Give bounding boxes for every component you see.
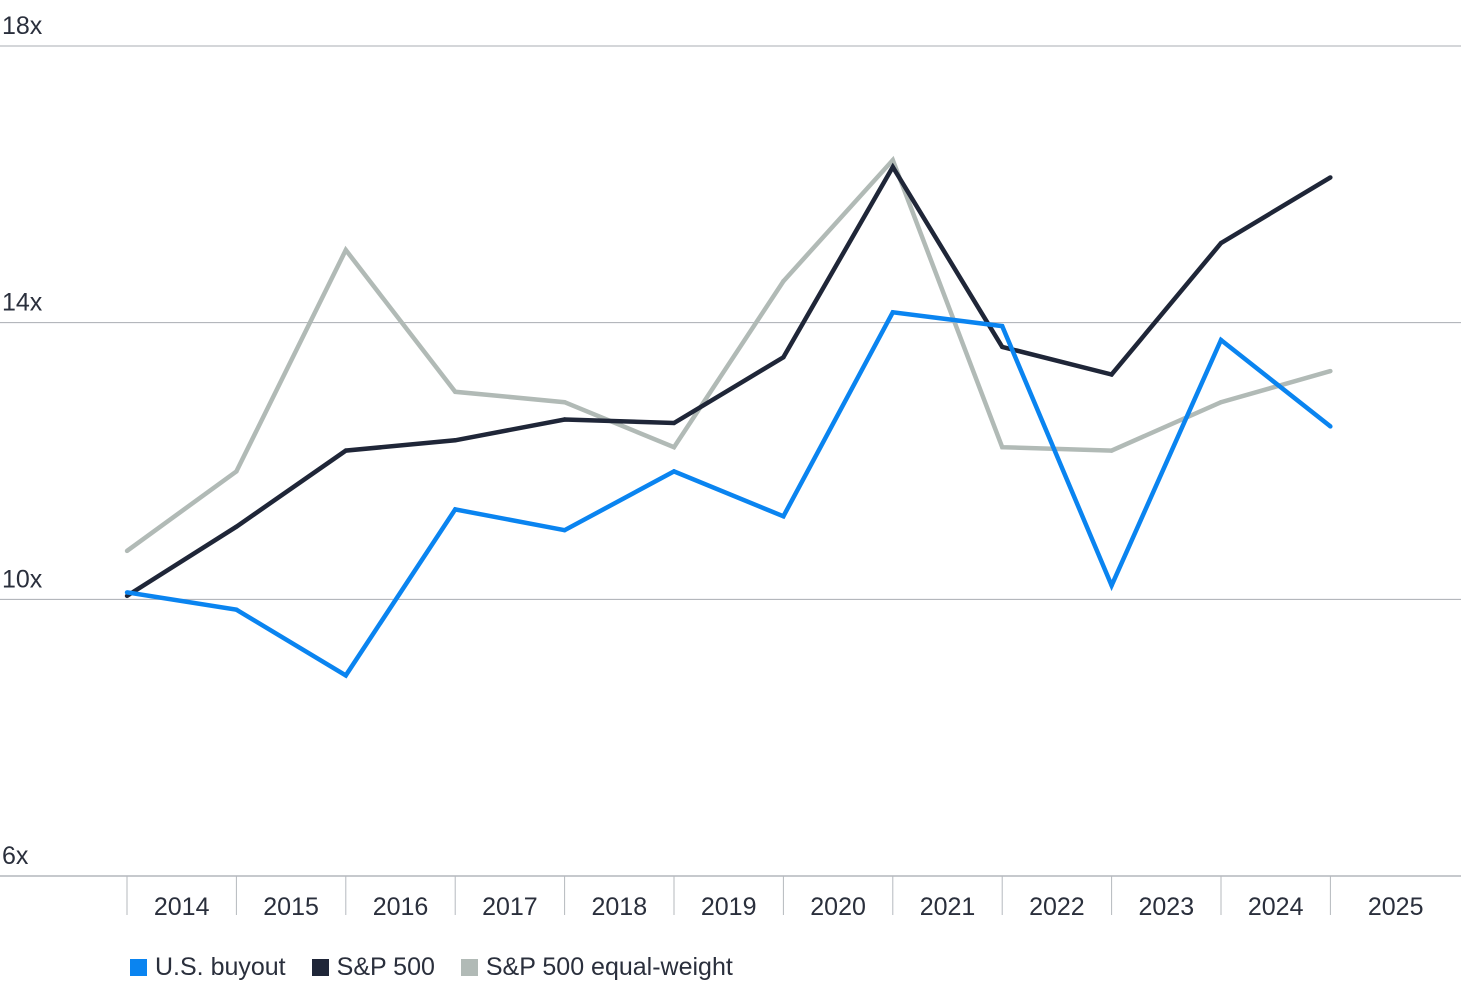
- data-point: [890, 164, 895, 170]
- gridlines: [0, 45, 1461, 877]
- x-tick-label: 2023: [1138, 893, 1194, 921]
- data-point: [453, 438, 458, 443]
- data-point: [1109, 448, 1114, 453]
- x-tick-label: 2018: [591, 893, 647, 921]
- data-point: [890, 157, 895, 163]
- data-point: [562, 527, 567, 533]
- x-tick-label: 2019: [701, 893, 757, 921]
- data-point: [1000, 344, 1005, 350]
- data-point: [1109, 372, 1114, 377]
- series-lines: [124, 155, 1333, 679]
- legend-label: U.S. buyout: [155, 952, 286, 981]
- y-tick-label: 10x: [2, 565, 43, 593]
- legend-label: S&P 500: [336, 952, 435, 981]
- x-tick-label: 2020: [810, 893, 866, 921]
- series-line-s-p-500: [125, 162, 1332, 598]
- legend-swatch: [130, 958, 147, 976]
- data-point: [890, 310, 895, 315]
- data-point: [1109, 583, 1114, 588]
- data-point: [234, 607, 239, 612]
- legend-swatch: [311, 958, 329, 976]
- x-tick-label: 2014: [154, 893, 210, 921]
- data-point: [781, 278, 786, 284]
- data-point: [343, 448, 348, 453]
- data-point: [124, 590, 130, 595]
- y-tick-label: 14x: [2, 289, 43, 317]
- y-tick-label: 18x: [2, 12, 43, 40]
- data-point: [1218, 240, 1224, 246]
- y-axis-tick-labels: 6x 10x 14x 18x: [2, 12, 43, 870]
- y-tick-label: 6x: [2, 842, 29, 870]
- data-point: [1328, 368, 1333, 374]
- data-point: [671, 420, 677, 426]
- series-line-u-s-buyout: [126, 309, 1332, 679]
- data-point: [234, 469, 239, 474]
- data-point: [234, 524, 239, 529]
- data-point: [453, 507, 458, 512]
- x-axis: 2014 2015 2016 2017 2018 2019 2020 2021 2022 2023…: [126, 876, 1424, 921]
- data-point: [124, 548, 130, 554]
- data-point: [343, 673, 348, 678]
- x-tick-label: 2022: [1029, 893, 1085, 921]
- x-tick-label: 2024: [1248, 893, 1304, 921]
- x-tick-label: 2015: [263, 893, 319, 921]
- legend-item: U.S. buyout: [130, 953, 286, 982]
- data-point: [1328, 424, 1333, 429]
- x-tick-label: 2017: [482, 893, 538, 921]
- data-point: [1000, 323, 1005, 329]
- x-tick-label: 2025: [1368, 893, 1424, 921]
- data-point: [1000, 444, 1005, 450]
- data-point: [453, 389, 458, 395]
- data-point: [343, 247, 348, 253]
- data-point: [781, 514, 786, 519]
- x-tick-label: 2016: [373, 893, 429, 921]
- legend-item: S&P 500: [311, 952, 435, 982]
- legend-swatch: [460, 958, 478, 976]
- series-line-s-p-500-equal-weight: [125, 155, 1332, 553]
- legend: U.S. buyout S&P 500 S&P 500 equal-weight: [130, 950, 759, 984]
- data-point: [1218, 337, 1224, 343]
- data-point: [562, 400, 567, 405]
- legend-item: S&P 500 equal-weight: [460, 952, 733, 982]
- data-point: [781, 355, 786, 360]
- data-point: [562, 417, 567, 422]
- data-point: [1328, 175, 1333, 180]
- data-point: [671, 444, 677, 450]
- x-tick-label: 2021: [920, 893, 976, 921]
- data-point: [671, 469, 677, 474]
- legend-label: S&P 500 equal-weight: [485, 952, 733, 981]
- data-point: [1218, 400, 1224, 405]
